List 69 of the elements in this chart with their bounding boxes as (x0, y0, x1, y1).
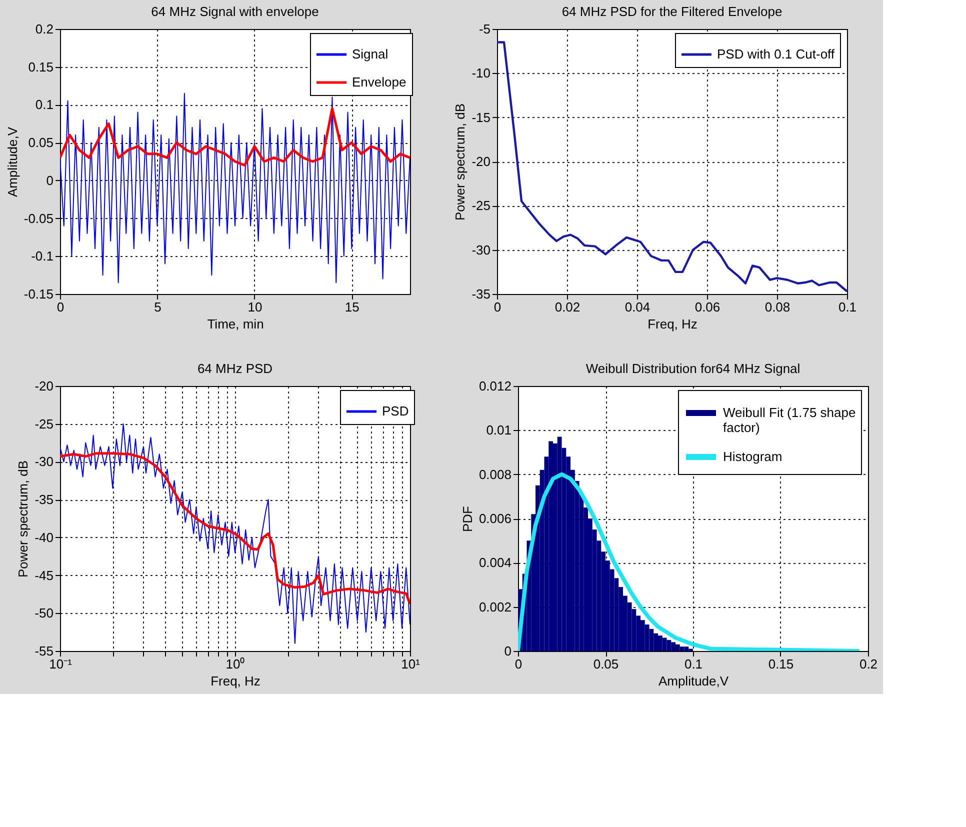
y-tick-label: 0.002 (478, 599, 512, 614)
y-tick-label: 0.1 (35, 97, 54, 112)
line-series (60, 92, 410, 284)
y-tick-label: -55 (34, 644, 54, 658)
x-tick-label: 0 (514, 656, 522, 672)
x-tick-label: 0.06 (694, 300, 720, 314)
x-tick-label: 10¹ (401, 656, 421, 672)
line-series (60, 107, 410, 167)
y-tick-label: -25 (472, 198, 490, 214)
y-tick-label: 0 (46, 172, 54, 188)
legend-label: Envelope (352, 74, 406, 90)
y-tick-label: -20 (472, 154, 490, 169)
y-tick-label: -40 (34, 530, 54, 545)
chart-title: 64 MHz Signal with envelope (151, 4, 319, 19)
legend-label: Histogram (723, 449, 782, 464)
x-tick-label: 0.02 (554, 300, 580, 314)
x-tick-label: 0 (56, 300, 64, 314)
x-axis-title: Freq, Hz (210, 674, 260, 688)
y-tick-label: -0.15 (24, 286, 54, 302)
y-axis-title: Amplitude,V (4, 126, 20, 198)
legend-label: PSD (382, 404, 409, 418)
y-tick-label: -30 (472, 242, 490, 258)
y-axis-title: Power spectrum, dB (452, 103, 468, 221)
x-tick-label: 10 (248, 300, 262, 314)
legend-label: Weibull Fit (1.75 shape factor) (723, 405, 856, 435)
y-tick-label: -35 (34, 492, 54, 508)
x-tick-label: 10⁻¹ (49, 656, 73, 672)
y-tick-label: 0 (504, 644, 512, 658)
x-tick-label: 15 (344, 300, 360, 314)
y-tick-label: -0.1 (31, 248, 54, 264)
legend-label: PSD with 0.1 Cut-off (717, 46, 835, 62)
y-tick-label: -0.05 (24, 210, 54, 226)
y-tick-label: 0.004 (478, 555, 512, 570)
y-tick-label: 0.15 (28, 59, 54, 74)
chart-title: Weibull Distribution for64 MHz Signal (586, 361, 800, 376)
y-tick-label: -20 (34, 378, 54, 394)
y-tick-label: -50 (34, 606, 54, 621)
x-tick-label: 5 (154, 300, 162, 314)
x-tick-label: 10⁰ (226, 656, 246, 672)
chart-title: 64 MHz PSD (197, 361, 273, 376)
x-axis-title: Freq, Hz (648, 316, 698, 332)
y-tick-label: -35 (472, 286, 490, 302)
x-tick-label: 0.05 (593, 656, 619, 672)
line-series (518, 472, 862, 651)
x-tick-label: 0.08 (764, 300, 790, 314)
y-tick-label: -30 (34, 454, 54, 470)
y-axis-title: Power spectrum, dB (16, 460, 31, 578)
y-tick-label: 0.012 (478, 378, 512, 394)
x-axis-title: Time, min (207, 316, 264, 332)
chart-title: 64 MHz PSD for the Filtered Envelope (562, 4, 782, 19)
y-tick-label: -25 (34, 416, 54, 432)
x-tick-label: 0.1 (684, 656, 703, 672)
y-tick-label: -15 (472, 110, 490, 125)
x-axis-title: Amplitude,V (658, 674, 729, 688)
x-tick-label: 0.1 (838, 300, 857, 314)
y-tick-label: -45 (34, 568, 54, 583)
y-tick-label: 0.2 (35, 22, 54, 36)
x-tick-label: 0.04 (624, 300, 650, 314)
y-tick-label: 0.05 (28, 135, 54, 150)
y-tick-label: -10 (472, 66, 490, 81)
y-tick-label: 0.01 (486, 422, 512, 438)
x-tick-label: 0.2 (859, 656, 878, 672)
legend-label: Signal (352, 46, 388, 62)
y-tick-label: 0.006 (478, 511, 512, 526)
line-series (497, 41, 847, 292)
y-tick-label: 0.008 (478, 466, 512, 482)
x-tick-label: 0.15 (768, 656, 794, 672)
y-tick-label: -5 (478, 22, 490, 36)
y-axis-title: PDF (460, 506, 475, 532)
